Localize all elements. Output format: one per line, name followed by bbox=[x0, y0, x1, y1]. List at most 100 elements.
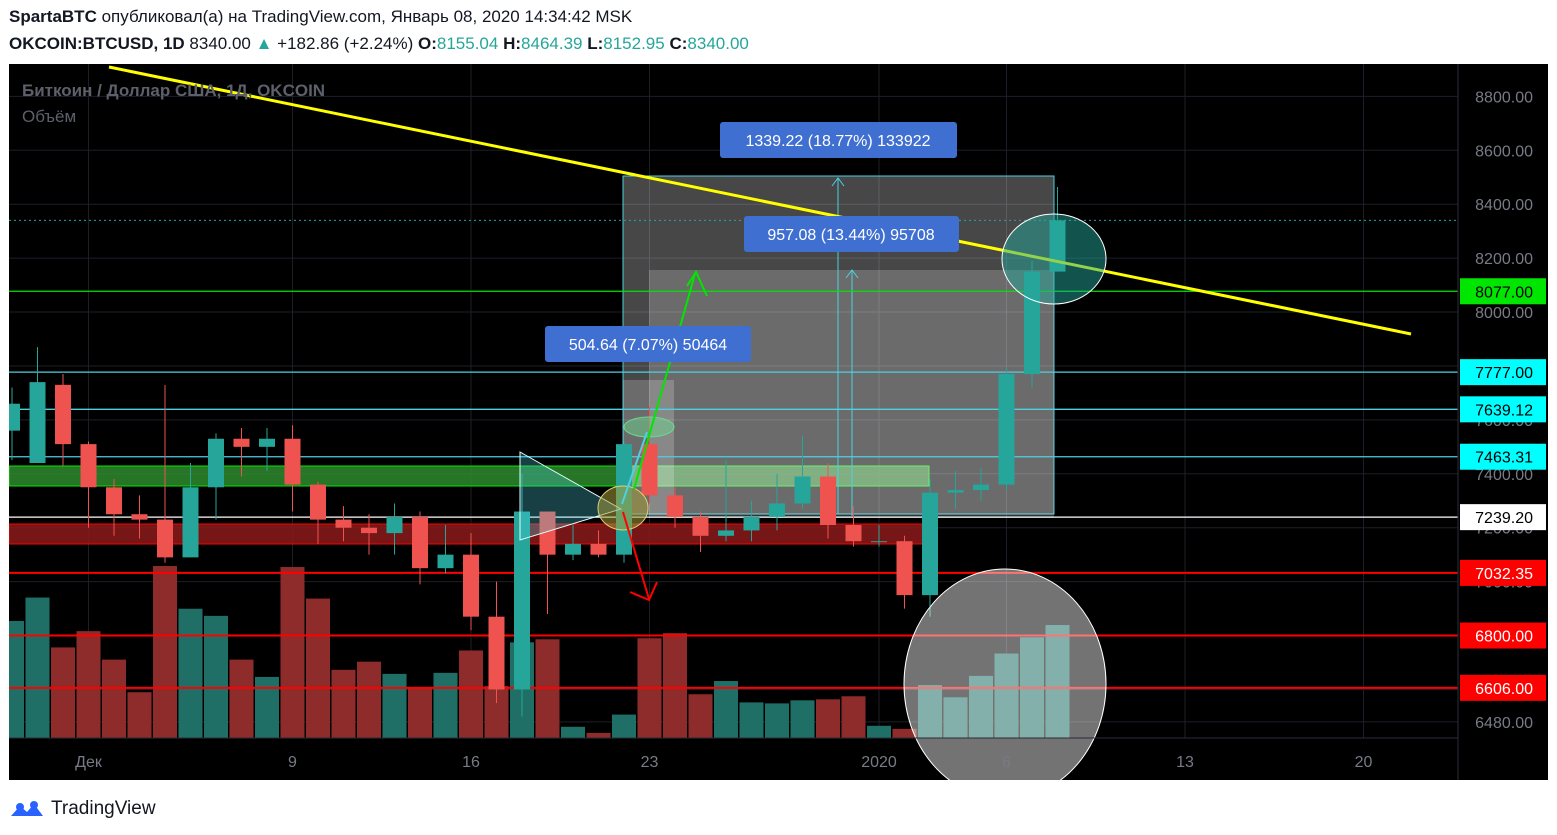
x-tick-label: 2020 bbox=[861, 754, 897, 771]
publish-line: SpartaBTC опубликовал(а) на TradingView.… bbox=[9, 7, 632, 27]
candle-body bbox=[488, 616, 505, 690]
measure-label-text-1: 1339.22 (18.77%) 133922 bbox=[745, 133, 930, 150]
volume-bar bbox=[102, 659, 126, 738]
chart-canvas[interactable]: 1339.22 (18.77%) 133922 957.08 (13.44%) … bbox=[0, 64, 1548, 800]
high-label: H: bbox=[503, 34, 522, 53]
volume-bar bbox=[688, 694, 713, 738]
chart-panel[interactable]: 1339.22 (18.77%) 133922 957.08 (13.44%) … bbox=[0, 64, 1548, 800]
low-value: 8152.95 bbox=[603, 34, 665, 53]
candle-body bbox=[539, 511, 556, 555]
level-tag bbox=[1460, 504, 1546, 531]
candle-body bbox=[922, 492, 938, 596]
volume-bar bbox=[127, 692, 152, 738]
y-tick-label: 6480.00 bbox=[1475, 715, 1533, 732]
y-tick-label: 7400.00 bbox=[1475, 467, 1533, 484]
level-tag bbox=[1460, 674, 1546, 701]
volume-bar bbox=[1045, 625, 1070, 738]
candle-body bbox=[565, 543, 581, 555]
volume-bar bbox=[586, 732, 611, 738]
time-axis[interactable]: Дек 9 16 23 2020 6 13 20 bbox=[9, 737, 1458, 771]
y-tick-label: 8400.00 bbox=[1475, 197, 1533, 214]
measure-label-box-1 bbox=[720, 122, 957, 158]
volume-ellipse[interactable] bbox=[903, 568, 1107, 800]
volume-bar bbox=[867, 725, 891, 738]
candle-body bbox=[769, 503, 785, 517]
price-change: +182.86 (+2.24%) bbox=[277, 34, 414, 53]
x-tick-label: 9 bbox=[288, 754, 297, 771]
x-tick-label: 6 bbox=[1002, 754, 1011, 771]
volume-bar bbox=[51, 647, 75, 738]
volume-bar bbox=[306, 598, 330, 738]
candle-body bbox=[208, 438, 224, 488]
publish-text: опубликовал(а) на TradingView.com, Январ… bbox=[101, 7, 633, 26]
symbol-label: OKCOIN:BTCUSD, 1D bbox=[9, 34, 185, 53]
volume-bar bbox=[841, 696, 866, 738]
horizontal-levels bbox=[9, 219, 1458, 689]
trend-line[interactable] bbox=[108, 65, 1412, 336]
candle-body bbox=[590, 543, 607, 555]
volume-bar bbox=[790, 700, 815, 738]
candle-body bbox=[973, 484, 989, 490]
measure-label-box-3 bbox=[545, 326, 751, 362]
down-projection-arrowhead bbox=[629, 581, 658, 602]
author-name[interactable]: SpartaBTC bbox=[9, 7, 97, 26]
volume-bar bbox=[331, 669, 356, 738]
candle-body bbox=[871, 541, 887, 543]
volume-bar bbox=[382, 673, 407, 738]
cyan-projection-line bbox=[621, 431, 648, 505]
x-tick-label: 23 bbox=[641, 754, 659, 771]
candle-body bbox=[233, 438, 250, 447]
red-support-zone bbox=[8, 523, 930, 545]
tradingview-logo[interactable]: TradingView bbox=[9, 797, 156, 821]
triangle-pattern[interactable] bbox=[519, 451, 623, 541]
candle-body bbox=[896, 541, 913, 596]
measure-label-box-2 bbox=[744, 216, 959, 252]
breakout-ellipse[interactable] bbox=[597, 485, 649, 531]
volume-bar bbox=[408, 687, 432, 738]
price-axis[interactable]: 8800.008600.008400.008200.008000.007800.… bbox=[1457, 64, 1548, 780]
level-tag-label: 7463.31 bbox=[1475, 450, 1533, 467]
high-value: 8464.39 bbox=[521, 34, 583, 53]
level-tag-label: 7032.35 bbox=[1475, 566, 1533, 583]
candle-body bbox=[106, 487, 122, 515]
level-tag-label: 7777.00 bbox=[1475, 365, 1533, 382]
candle-body bbox=[4, 403, 20, 431]
volume-bar bbox=[178, 608, 203, 738]
level-tag-label: 7239.20 bbox=[1475, 510, 1533, 527]
y-tick-label: 8800.00 bbox=[1475, 89, 1533, 106]
level-tag bbox=[1460, 278, 1546, 305]
candle-body bbox=[412, 516, 428, 569]
y-tick-label: 8000.00 bbox=[1475, 305, 1533, 322]
level-tag-label: 6606.00 bbox=[1475, 681, 1533, 698]
green-support-zone bbox=[8, 465, 930, 487]
level-tag-label: 8077.00 bbox=[1475, 284, 1533, 301]
level-tag bbox=[1460, 443, 1546, 470]
volume-bar bbox=[816, 699, 840, 738]
candle-body bbox=[998, 374, 1015, 485]
volume-bar bbox=[994, 653, 1019, 738]
measure-label-text-3: 504.64 (7.07%) 50464 bbox=[569, 337, 727, 354]
candle-body bbox=[157, 519, 173, 558]
candle-body bbox=[718, 530, 734, 536]
volume-bar bbox=[739, 702, 764, 738]
x-tick-label: 16 bbox=[462, 754, 480, 771]
volume-bar bbox=[459, 650, 483, 738]
candle-body bbox=[794, 476, 811, 504]
measure-label-text-2: 957.08 (13.44%) 95708 bbox=[767, 227, 934, 244]
x-tick-label: 20 bbox=[1355, 754, 1373, 771]
measure-arrow-head-medium bbox=[845, 269, 859, 279]
drawings bbox=[108, 65, 1412, 800]
volume-bar bbox=[918, 685, 942, 738]
price-circle[interactable] bbox=[1001, 213, 1107, 305]
candle-body bbox=[182, 487, 199, 558]
candle-body bbox=[29, 382, 46, 464]
up-arrow-icon: ▲ bbox=[255, 34, 273, 53]
volume-bar bbox=[255, 676, 279, 738]
candle-body bbox=[131, 514, 148, 520]
volume-bar bbox=[943, 697, 968, 738]
volume-bar bbox=[153, 566, 177, 738]
volume-bar bbox=[969, 675, 993, 738]
y-tick-label: 8600.00 bbox=[1475, 143, 1533, 160]
down-projection-line bbox=[622, 511, 650, 600]
volume-bar bbox=[433, 672, 458, 738]
